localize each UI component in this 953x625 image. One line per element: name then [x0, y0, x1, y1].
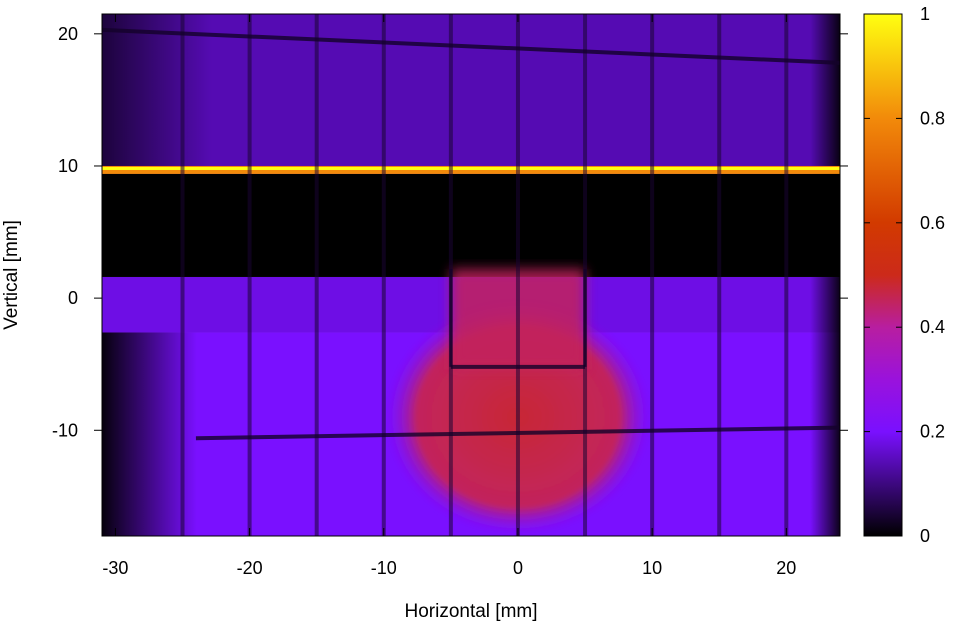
plot-frame — [101, 13, 841, 537]
y-tick-label: 20 — [58, 24, 78, 44]
heatmap-image — [102, 14, 840, 536]
x-tick-label: 20 — [776, 558, 796, 578]
x-tick-label: 0 — [513, 558, 523, 578]
colorbar — [863, 13, 903, 537]
y-tick-label: 10 — [58, 156, 78, 176]
colorbar-tick-label: 0.2 — [920, 422, 945, 442]
region-bright-edge-core — [102, 166, 840, 170]
x-axis-title: Horizontal [mm] — [404, 601, 537, 622]
region-upper-band — [102, 14, 840, 174]
edge-fade-upper-left — [102, 14, 212, 174]
y-tick-label: -10 — [52, 420, 78, 440]
x-axis: -30 -20 -10 0 10 20 — [102, 14, 796, 578]
edge-fade-right — [810, 14, 840, 536]
colorbar-tick-label: 0.4 — [920, 317, 945, 337]
colorbar-tick-label: 0.8 — [920, 108, 945, 128]
x-tick-label: 10 — [642, 558, 662, 578]
region-dark-gap — [102, 173, 840, 277]
grid-wire-horizontal — [195, 425, 840, 441]
x-tick-label: -20 — [237, 558, 263, 578]
colorbar-tick-label: 1 — [920, 4, 930, 24]
colorbar-tick-label: 0.6 — [920, 213, 945, 233]
colorbar-axis: 0 0.2 0.4 0.6 0.8 1 — [864, 4, 945, 546]
colorbar-tick-label: 0 — [920, 526, 930, 546]
x-tick-label: -30 — [102, 558, 128, 578]
grid-wire-horizontal — [102, 27, 840, 65]
y-axis-title: Vertical [mm] — [1, 220, 22, 330]
y-tick-label: 0 — [68, 288, 78, 308]
x-tick-label: -10 — [371, 558, 397, 578]
y-axis: -10 0 10 20 — [52, 24, 848, 440]
